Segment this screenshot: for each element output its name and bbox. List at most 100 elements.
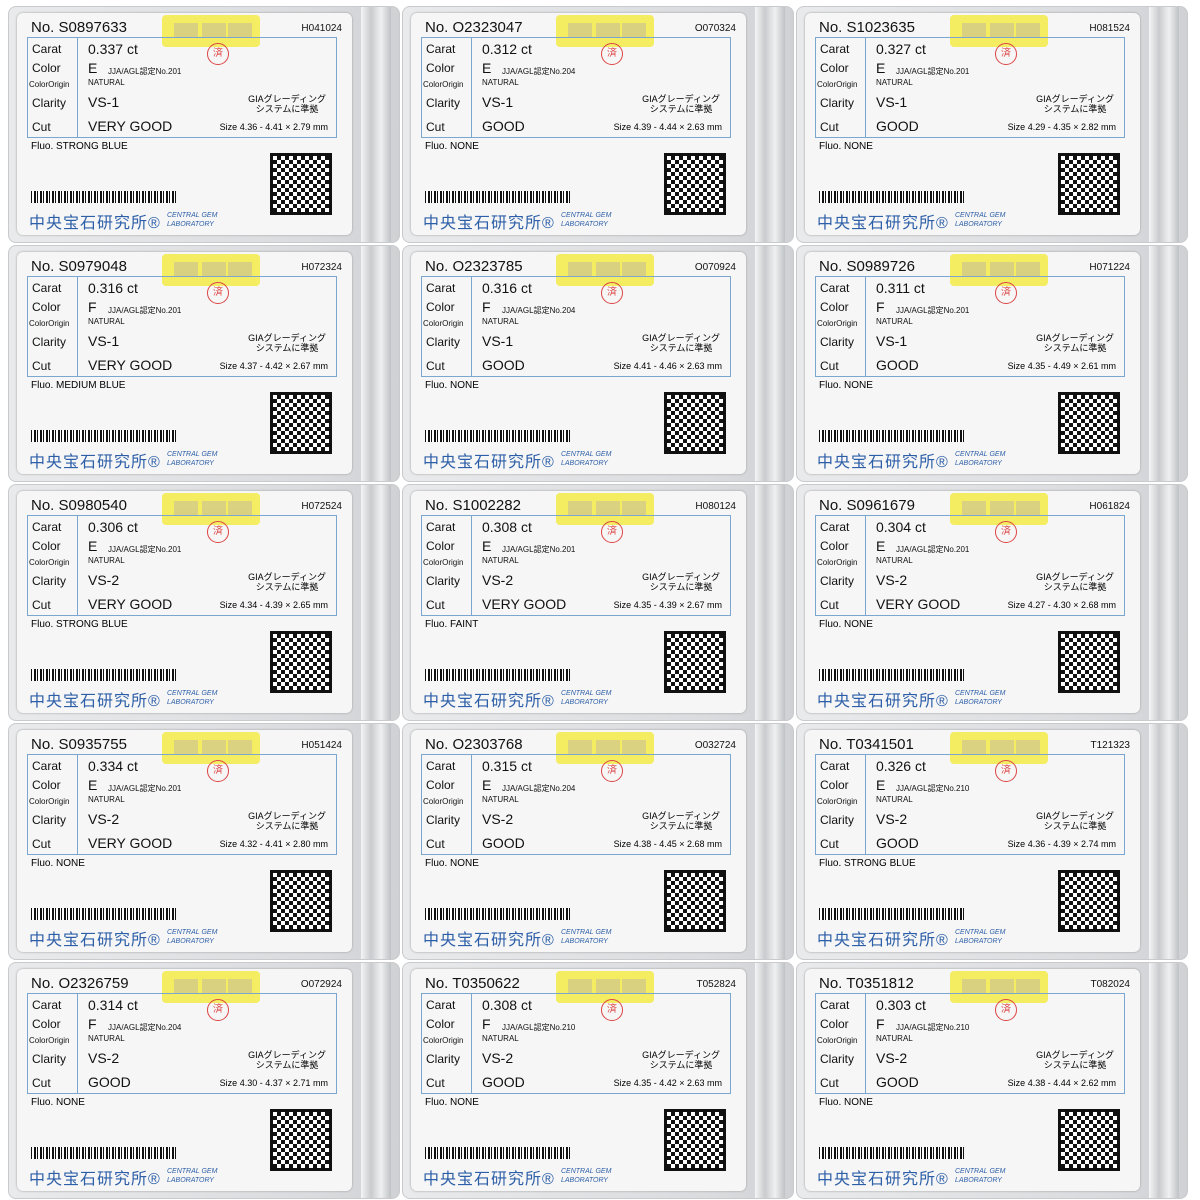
size-value: Size 4.36 - 4.41 × 2.79 mm <box>219 122 328 132</box>
inspection-stamp: 済 <box>207 521 229 543</box>
gia-note: GIAグレーディング システムに準拠 <box>248 333 326 353</box>
lab-logo-jp: 中央宝石研究所® <box>817 454 949 471</box>
carat-value: 0.314 ct <box>88 997 138 1013</box>
label-column: Carat Color ColorOrigin Clarity Cut <box>422 277 472 376</box>
redacted-sticker <box>950 493 1048 525</box>
clarity-value: VS-2 <box>482 811 514 827</box>
grading-card: No. T0341501 T121323 Carat Color ColorOr… <box>805 730 1140 952</box>
cert-number: JJA/AGL認定No.201 <box>108 67 182 76</box>
lab-logo-jp: 中央宝石研究所® <box>817 693 949 710</box>
fluorescence: Fluo. STRONG BLUE <box>819 858 916 869</box>
card-sleeve: No. S0979048 H072324 Carat Color ColorOr… <box>8 245 400 482</box>
color-origin-value: NATURAL <box>876 78 913 87</box>
label-column: Carat Color ColorOrigin Clarity Cut <box>816 755 866 854</box>
color-origin-value: NATURAL <box>88 556 125 565</box>
color-origin-value: NATURAL <box>482 1034 519 1043</box>
redacted-sticker <box>162 15 260 47</box>
lab-logo-jp: 中央宝石研究所® <box>423 932 555 949</box>
cut-label: Cut <box>820 598 839 612</box>
fluorescence: Fluo. NONE <box>31 858 85 869</box>
no-label: No. <box>31 736 55 753</box>
clarity-label: Clarity <box>820 813 855 827</box>
cut-value: GOOD <box>482 1074 525 1090</box>
report-number: No. T0341501 <box>819 736 914 753</box>
clarity-value: VS-1 <box>876 333 908 349</box>
cut-value: VERY GOOD <box>88 118 173 134</box>
qr-code-icon <box>270 870 332 932</box>
issue-code: H051424 <box>301 740 342 751</box>
card-sleeve: No. T0341501 T121323 Carat Color ColorOr… <box>796 723 1188 960</box>
carat-value: 0.306 ct <box>88 519 138 535</box>
size-value: Size 4.35 - 4.39 × 2.67 mm <box>613 600 722 610</box>
lab-logo-en: CENTRAL GEM LABORATORY <box>561 690 612 706</box>
grading-card: No. S0979048 H072324 Carat Color ColorOr… <box>17 252 352 474</box>
lab-logo-jp: 中央宝石研究所® <box>29 932 161 949</box>
lab-logo-en: CENTRAL GEM LABORATORY <box>561 1168 612 1184</box>
cut-value: GOOD <box>876 835 919 851</box>
grading-table: Carat Color ColorOrigin Clarity Cut 0.30… <box>815 993 1125 1094</box>
fluorescence: Fluo. NONE <box>425 141 479 152</box>
redacted-sticker <box>556 732 654 764</box>
color-label: Color <box>32 778 61 792</box>
gia-note: GIAグレーディング システムに準拠 <box>642 333 720 353</box>
lab-logo-jp: 中央宝石研究所® <box>817 1171 949 1188</box>
fluorescence: Fluo. STRONG BLUE <box>31 141 128 152</box>
card-sleeve: No. S0935755 H051424 Carat Color ColorOr… <box>8 723 400 960</box>
color-value: E <box>88 538 98 554</box>
report-number: No. S0935755 <box>31 736 127 753</box>
color-origin-label: ColorOrigin <box>29 80 70 89</box>
fluorescence: Fluo. NONE <box>425 858 479 869</box>
size-value: Size 4.32 - 4.41 × 2.80 mm <box>219 839 328 849</box>
grading-table: Carat Color ColorOrigin Clarity Cut 0.33… <box>27 37 337 138</box>
grading-card: No. O2326759 O072924 Carat Color ColorOr… <box>17 969 352 1191</box>
color-value: F <box>482 299 491 315</box>
lab-logo-jp: 中央宝石研究所® <box>29 693 161 710</box>
color-value: F <box>876 299 885 315</box>
size-value: Size 4.38 - 4.44 × 2.62 mm <box>1007 1078 1116 1088</box>
size-value: Size 4.41 - 4.46 × 2.63 mm <box>613 361 722 371</box>
grading-card: No. S1023635 H081524 Carat Color ColorOr… <box>805 13 1140 235</box>
report-number-value: S0979048 <box>58 258 127 275</box>
color-value: F <box>876 1016 885 1032</box>
lab-logo-en: CENTRAL GEM LABORATORY <box>167 451 218 467</box>
color-origin-value: NATURAL <box>876 317 913 326</box>
cert-number: JJA/AGL認定No.201 <box>502 545 576 554</box>
label-column: Carat Color ColorOrigin Clarity Cut <box>422 994 472 1093</box>
color-origin-label: ColorOrigin <box>29 558 70 567</box>
card-sleeve: No. O2323047 O070324 Carat Color ColorOr… <box>402 6 794 243</box>
grading-table: Carat Color ColorOrigin Clarity Cut 0.31… <box>421 276 731 377</box>
grading-table: Carat Color ColorOrigin Clarity Cut 0.31… <box>421 37 731 138</box>
color-label: Color <box>426 778 455 792</box>
lab-logo-jp: 中央宝石研究所® <box>817 215 949 232</box>
card-sleeve: No. O2303768 O032724 Carat Color ColorOr… <box>402 723 794 960</box>
clarity-value: VS-1 <box>876 94 908 110</box>
carat-value: 0.334 ct <box>88 758 138 774</box>
grading-table: Carat Color ColorOrigin Clarity Cut 0.30… <box>421 993 731 1094</box>
gia-note: GIAグレーディング システムに準拠 <box>1036 572 1114 592</box>
report-number: No. S1023635 <box>819 19 915 36</box>
cut-value: VERY GOOD <box>876 596 961 612</box>
size-value: Size 4.27 - 4.30 × 2.68 mm <box>1007 600 1116 610</box>
cert-number: JJA/AGL認定No.201 <box>108 545 182 554</box>
size-value: Size 4.35 - 4.42 × 2.63 mm <box>613 1078 722 1088</box>
redacted-sticker <box>556 971 654 1003</box>
card-sleeve: No. O2326759 O072924 Carat Color ColorOr… <box>8 962 400 1199</box>
barcode-icon <box>31 1147 176 1159</box>
cut-label: Cut <box>426 837 445 851</box>
fluorescence: Fluo. NONE <box>425 1097 479 1108</box>
carat-label: Carat <box>820 520 850 534</box>
cut-label: Cut <box>32 120 51 134</box>
card-sleeve: No. T0350622 T052824 Carat Color ColorOr… <box>402 962 794 1199</box>
no-label: No. <box>31 19 55 36</box>
color-value: E <box>876 60 886 76</box>
carat-value: 0.308 ct <box>482 997 532 1013</box>
cut-label: Cut <box>426 598 445 612</box>
redacted-sticker <box>950 254 1048 286</box>
color-label: Color <box>426 539 455 553</box>
carat-label: Carat <box>32 759 62 773</box>
clarity-label: Clarity <box>32 574 67 588</box>
card-sleeve: No. S1023635 H081524 Carat Color ColorOr… <box>796 6 1188 243</box>
lab-logo-jp: 中央宝石研究所® <box>423 215 555 232</box>
carat-label: Carat <box>820 42 850 56</box>
size-value: Size 4.35 - 4.49 × 2.61 mm <box>1007 361 1116 371</box>
